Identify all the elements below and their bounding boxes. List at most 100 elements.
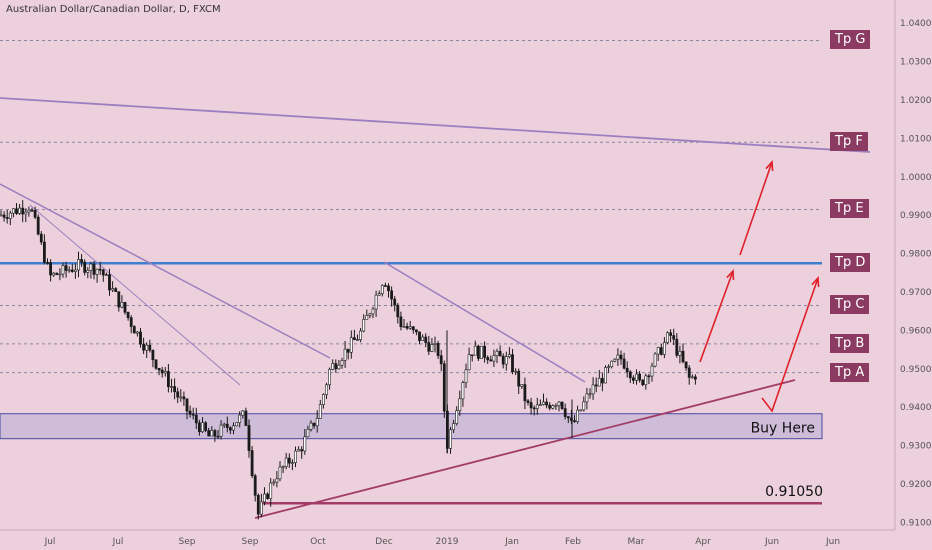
candle-body [244, 410, 248, 426]
candle-body [328, 369, 332, 386]
candle-body [300, 449, 304, 452]
x-tick-label: Sep [179, 537, 196, 547]
candle-body [312, 422, 316, 427]
candle-body [548, 404, 552, 409]
candle-body [256, 494, 260, 515]
candle-body [631, 377, 635, 381]
projection-arrow-c [761, 277, 819, 413]
candle-body [86, 270, 90, 273]
candle-body [551, 405, 555, 409]
candle-body [430, 344, 434, 352]
candle-body [198, 422, 201, 433]
candle-body [492, 355, 496, 362]
candle-body [452, 423, 456, 431]
candle-body [427, 342, 431, 352]
candle-body [517, 370, 521, 387]
candle-body [405, 326, 409, 329]
candle-body [545, 401, 549, 406]
projection-arrow-a [699, 270, 734, 363]
candle-body [126, 311, 130, 318]
candle-body [489, 359, 493, 362]
candle-body [74, 269, 77, 272]
x-tick-label: Sep [242, 537, 259, 547]
candle-body [433, 343, 437, 345]
candle-body [263, 493, 266, 503]
candle-body [470, 354, 474, 357]
candle-body [638, 373, 642, 381]
projection-arrow-c-head [811, 276, 820, 288]
candle-body [380, 285, 384, 294]
candle-body [170, 386, 173, 388]
x-tick-label: Oct [310, 537, 326, 547]
x-tick-label: Jul [112, 537, 124, 547]
candle-body [681, 350, 685, 363]
x-tick-label: Mar [628, 537, 645, 547]
candle-body [684, 361, 688, 369]
candle-body [0, 214, 3, 217]
candle-body [49, 262, 53, 276]
candle-body [318, 404, 322, 419]
candle-body [576, 409, 580, 422]
candle-body [216, 435, 220, 438]
candle-body [563, 408, 567, 417]
candle-body [346, 348, 350, 353]
candle-body [70, 269, 74, 272]
candle-body [371, 308, 375, 315]
candle-body [647, 375, 651, 378]
candle-body [402, 326, 406, 328]
candle-body [542, 401, 545, 405]
candle-body [337, 364, 341, 370]
candle-body [383, 285, 387, 287]
candle-body [303, 436, 307, 452]
candle-body [458, 398, 462, 411]
candle-body [436, 343, 440, 356]
candle-body [374, 294, 378, 310]
candle-body [173, 386, 177, 393]
candle-body [573, 420, 576, 422]
tp-label: Tp A [830, 362, 870, 382]
projection-arrow-b-head [765, 160, 774, 172]
candle-body [232, 425, 235, 431]
candle-body [616, 354, 620, 360]
candle-body [486, 357, 490, 361]
candle-body [532, 407, 536, 410]
candle-body [622, 358, 626, 369]
candle-body [566, 416, 570, 419]
candle-body [201, 422, 204, 433]
tp-label: Tp C [830, 295, 870, 315]
candle-body [480, 345, 483, 359]
candle-body [582, 401, 586, 411]
candle-body [309, 422, 313, 430]
candle-body [30, 209, 34, 212]
candle-body [77, 259, 80, 271]
x-tick-label: Jul [44, 537, 56, 547]
candle-body [210, 430, 214, 437]
candle-body [588, 393, 592, 396]
candle-body [145, 344, 149, 351]
candle-body [464, 369, 468, 383]
projection-arrow-b [739, 161, 773, 256]
candle-body [253, 475, 257, 496]
candle-body [377, 293, 381, 296]
candle-body [362, 319, 366, 332]
candle-body [24, 211, 28, 215]
candle-body [80, 259, 84, 263]
candle-body [222, 423, 226, 426]
candle-body [538, 404, 542, 406]
candle-body [247, 425, 251, 451]
tp-label: Tp E [830, 199, 869, 219]
candle-body [111, 288, 115, 291]
x-tick-label: Jun [764, 537, 779, 547]
candle-body [167, 371, 170, 388]
candle-body [498, 351, 502, 357]
candle-body [188, 410, 192, 415]
candle-body [644, 375, 648, 386]
candle-body [33, 210, 37, 218]
candle-body [424, 336, 428, 343]
candle-body [408, 326, 412, 329]
